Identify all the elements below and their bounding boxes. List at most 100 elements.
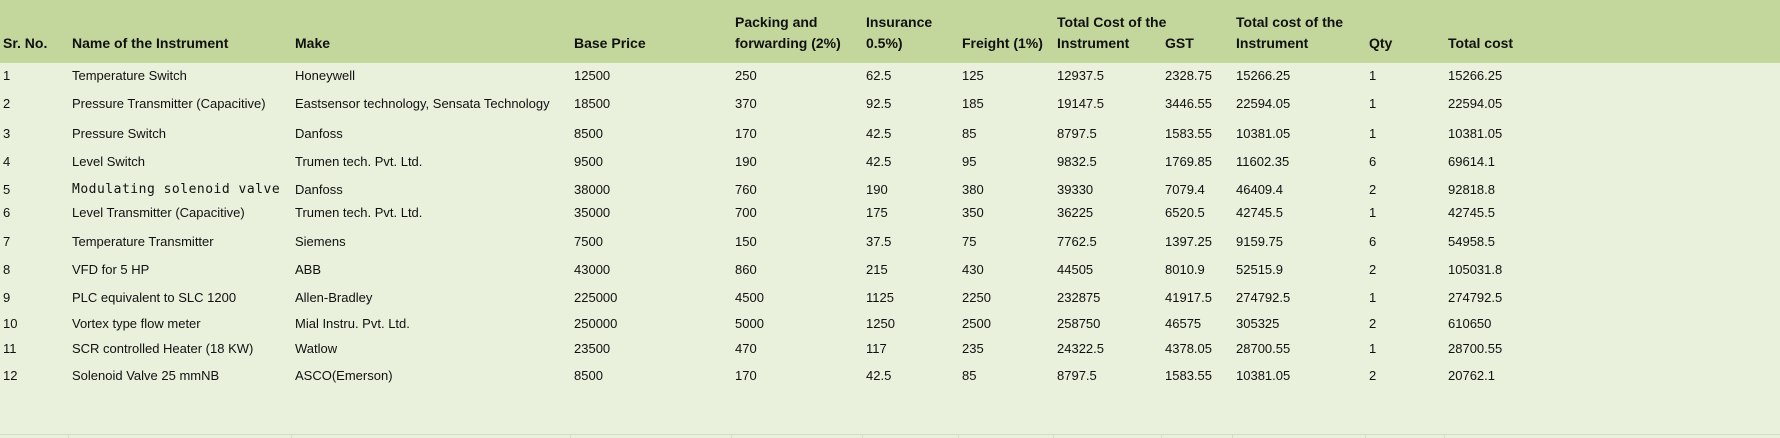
cell-pack[interactable]: 190 (735, 154, 757, 169)
cell-total[interactable]: 54958.5 (1448, 234, 1495, 249)
cell-gst[interactable]: 1769.85 (1165, 154, 1212, 169)
cell-pack[interactable]: 760 (735, 182, 757, 197)
cell-make[interactable]: Watlow (295, 341, 338, 356)
cell-name[interactable]: Level Switch (72, 154, 145, 169)
cell-gst[interactable]: 4378.05 (1165, 341, 1212, 356)
cell-tcinst[interactable]: 11602.35 (1236, 154, 1290, 169)
cell-total[interactable]: 610650 (1448, 316, 1492, 331)
cell-total[interactable]: 92818.8 (1448, 182, 1495, 197)
cell-base[interactable]: 12500 (574, 68, 611, 83)
cell-base[interactable]: 250000 (574, 316, 618, 331)
cell-tci[interactable]: 12937.5 (1057, 68, 1104, 83)
cell-ins[interactable]: 175 (866, 205, 888, 220)
cell-sr[interactable]: 7 (3, 234, 11, 249)
cell-ins[interactable]: 1125 (866, 290, 894, 305)
cell-tci[interactable]: 7762.5 (1057, 234, 1097, 249)
cell-tcinst[interactable]: 42745.5 (1236, 205, 1283, 220)
column-header-pack[interactable]: Packing and forwarding (2%) (735, 14, 841, 51)
cell-freight[interactable]: 125 (962, 68, 984, 83)
cell-qty[interactable]: 2 (1369, 316, 1377, 331)
cell-gst[interactable]: 1583.55 (1165, 126, 1212, 141)
cell-ins[interactable]: 42.5 (866, 126, 892, 141)
column-header-sr[interactable]: Sr. No. (3, 35, 48, 51)
cell-gst[interactable]: 8010.9 (1165, 262, 1205, 277)
cell-name[interactable]: Vortex type flow meter (72, 316, 201, 331)
column-header-name[interactable]: Name of the Instrument (72, 35, 229, 51)
cell-qty[interactable]: 1 (1369, 205, 1377, 220)
cell-total[interactable]: 274792.5 (1448, 290, 1503, 305)
cell-base[interactable]: 35000 (574, 205, 611, 220)
cell-total[interactable]: 15266.25 (1448, 68, 1503, 83)
cell-make[interactable]: Trumen tech. Pvt. Ltd. (295, 154, 423, 169)
cell-freight[interactable]: 430 (962, 262, 984, 277)
cell-tci[interactable]: 258750 (1057, 316, 1101, 331)
cell-qty[interactable]: 1 (1369, 126, 1377, 141)
cell-total[interactable]: 28700.55 (1448, 341, 1503, 356)
cell-name[interactable]: PLC equivalent to SLC 1200 (72, 290, 237, 305)
cell-pack[interactable]: 370 (735, 96, 757, 111)
cell-sr[interactable]: 5 (3, 182, 11, 197)
cell-freight[interactable]: 85 (962, 126, 977, 141)
cell-base[interactable]: 43000 (574, 262, 611, 277)
cell-gst[interactable]: 41917.5 (1165, 290, 1212, 305)
cell-total[interactable]: 69614.1 (1448, 154, 1495, 169)
cell-qty[interactable]: 2 (1369, 368, 1377, 383)
cell-make[interactable]: Honeywell (295, 68, 355, 83)
cell-gst[interactable]: 2328.75 (1165, 68, 1212, 83)
cell-pack[interactable]: 4500 (735, 290, 764, 305)
column-header-qty[interactable]: Qty (1369, 35, 1393, 51)
cell-pack[interactable]: 860 (735, 262, 757, 277)
cell-freight[interactable]: 235 (962, 341, 984, 356)
cell-tci[interactable]: 232875 (1057, 290, 1101, 305)
cell-make[interactable]: ABB (295, 262, 322, 277)
cell-ins[interactable]: 62.5 (866, 68, 892, 83)
cell-tci[interactable]: 19147.5 (1057, 96, 1104, 111)
cell-freight[interactable]: 2500 (962, 316, 991, 331)
cell-tcinst[interactable]: 274792.5 (1236, 290, 1291, 305)
cell-make[interactable]: Trumen tech. Pvt. Ltd. (295, 205, 423, 220)
cell-tcinst[interactable]: 15266.25 (1236, 68, 1291, 83)
cell-tcinst[interactable]: 52515.9 (1236, 262, 1283, 277)
cell-sr[interactable]: 6 (3, 205, 11, 220)
cell-qty[interactable]: 2 (1369, 182, 1377, 197)
column-header-tci[interactable]: Total Cost of the Instrument (1057, 14, 1167, 51)
cell-ins[interactable]: 1250 (866, 316, 895, 331)
cell-base[interactable]: 38000 (574, 182, 611, 197)
column-header-base[interactable]: Base Price (574, 35, 646, 51)
cell-name[interactable]: Solenoid Valve 25 mmNB (72, 368, 220, 383)
cell-sr[interactable]: 9 (3, 290, 11, 305)
cell-tci[interactable]: 8797.5 (1057, 368, 1097, 383)
cell-make[interactable]: Siemens (295, 234, 346, 249)
cell-ins[interactable]: 117 (866, 341, 887, 356)
cell-sr[interactable]: 4 (3, 154, 11, 169)
cell-base[interactable]: 23500 (574, 341, 611, 356)
cell-freight[interactable]: 2250 (962, 290, 991, 305)
cell-tcinst[interactable]: 9159.75 (1236, 234, 1283, 249)
cell-qty[interactable]: 1 (1369, 341, 1377, 356)
cell-tcinst[interactable]: 10381.05 (1236, 368, 1291, 383)
cell-freight[interactable]: 380 (962, 182, 984, 197)
cell-base[interactable]: 7500 (574, 234, 603, 249)
cell-make[interactable]: Danfoss (295, 126, 343, 141)
cell-base[interactable]: 225000 (574, 290, 618, 305)
cell-name[interactable]: SCR controlled Heater (18 KW) (72, 341, 254, 356)
cell-base[interactable]: 8500 (574, 368, 603, 383)
cell-freight[interactable]: 95 (962, 154, 977, 169)
cell-freight[interactable]: 85 (962, 368, 977, 383)
cell-sr[interactable]: 10 (3, 316, 18, 331)
cell-total[interactable]: 22594.05 (1448, 96, 1503, 111)
cell-qty[interactable]: 6 (1369, 154, 1377, 169)
cell-ins[interactable]: 92.5 (866, 96, 892, 111)
column-header-tcinst[interactable]: Total cost of the Instrument (1236, 14, 1344, 51)
column-header-freight[interactable]: Freight (1%) (962, 35, 1043, 51)
cell-tcinst[interactable]: 46409.4 (1236, 182, 1283, 197)
cell-gst[interactable]: 3446.55 (1165, 96, 1212, 111)
cell-tci[interactable]: 24322.5 (1057, 341, 1104, 356)
cell-make[interactable]: Danfoss (295, 182, 343, 197)
cell-gst[interactable]: 7079.4 (1165, 182, 1205, 197)
cell-tci[interactable]: 36225 (1057, 205, 1094, 220)
cell-ins[interactable]: 215 (866, 262, 888, 277)
cell-sr[interactable]: 11 (3, 341, 17, 356)
cell-tcinst[interactable]: 22594.05 (1236, 96, 1291, 111)
cell-tcinst[interactable]: 10381.05 (1236, 126, 1291, 141)
